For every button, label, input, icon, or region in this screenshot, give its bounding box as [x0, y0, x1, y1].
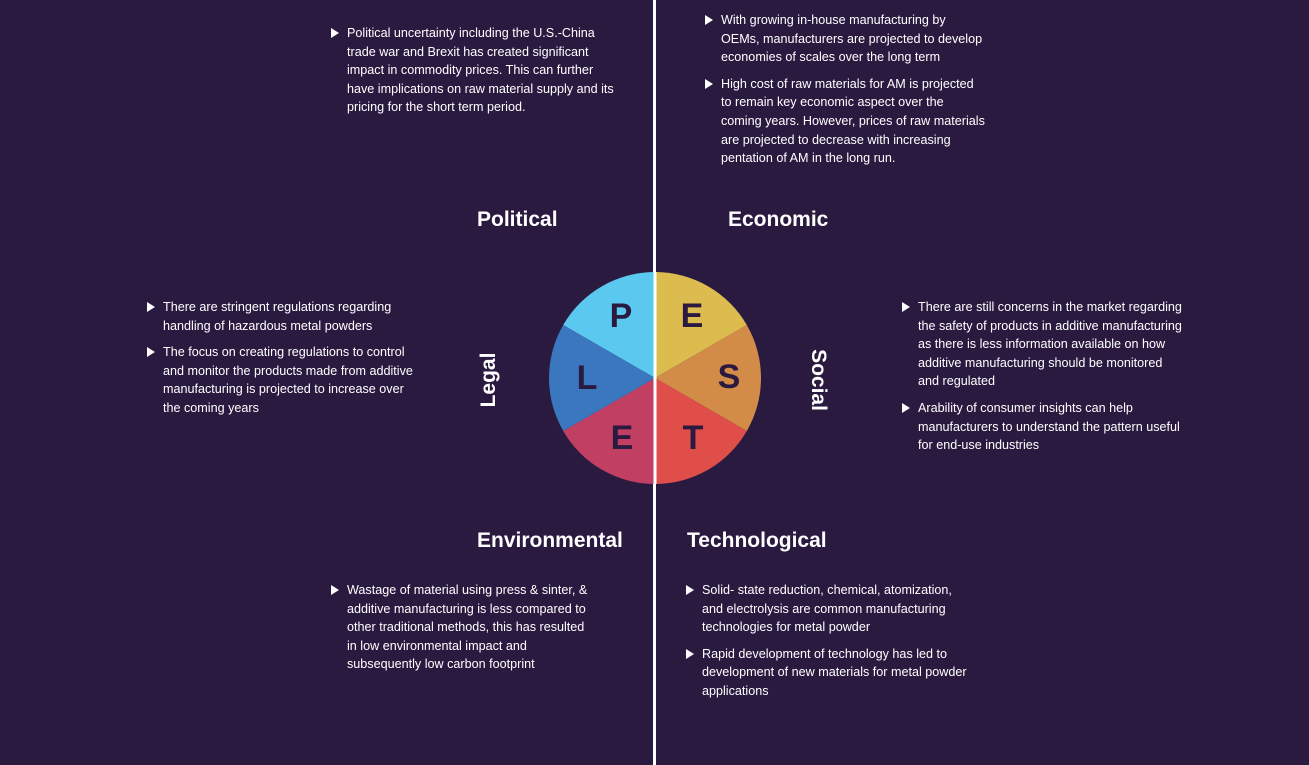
slice-environmental [563, 378, 655, 484]
environmental-bullets: Wastage of material using press & sinter… [331, 581, 593, 674]
legal-bullet-1: There are stringent regulations regardin… [147, 298, 417, 335]
political-heading: Political [477, 208, 558, 231]
pie-divider [653, 272, 657, 484]
environmental-section: Wastage of material using press & sinter… [331, 581, 593, 682]
environmental-heading: Environmental [477, 529, 623, 552]
social-bullet-1: There are still concerns in the market r… [902, 298, 1184, 391]
technological-bullet-1: Solid- state reduction, chemical, atomiz… [686, 581, 976, 637]
economic-bullet-1: With growing in-house manufacturing by O… [705, 11, 987, 67]
letter-p: P [610, 297, 633, 335]
social-heading: Social [807, 349, 830, 411]
slice-political [563, 272, 655, 378]
slice-economic [655, 272, 747, 378]
letter-l: L [577, 359, 598, 397]
slice-legal [549, 325, 655, 431]
political-bullets: Political uncertainty including the U.S.… [331, 24, 623, 117]
social-section: There are still concerns in the market r… [902, 298, 1184, 463]
legal-bullets: There are stringent regulations regardin… [147, 298, 417, 418]
letter-e-top: E [681, 297, 704, 335]
letter-s: S [718, 358, 741, 396]
economic-bullets: With growing in-house manufacturing by O… [705, 11, 987, 168]
technological-section: Solid- state reduction, chemical, atomiz… [686, 581, 976, 709]
slice-social [655, 325, 761, 431]
economic-bullet-2: High cost of raw materials for AM is pro… [705, 75, 987, 168]
legal-section: There are stringent regulations regardin… [147, 298, 417, 426]
political-section: Political uncertainty including the U.S.… [331, 24, 623, 125]
economic-section: With growing in-house manufacturing by O… [705, 11, 987, 176]
political-bullet-1: Political uncertainty including the U.S.… [331, 24, 623, 117]
social-bullets: There are still concerns in the market r… [902, 298, 1184, 455]
letter-e-bottom: E [611, 419, 634, 457]
legal-bullet-2: The focus on creating regulations to con… [147, 343, 417, 417]
legal-heading: Legal [477, 352, 500, 408]
technological-heading: Technological [687, 529, 827, 552]
environmental-bullet-1: Wastage of material using press & sinter… [331, 581, 593, 674]
slice-technological [655, 378, 747, 484]
pestle-pie: P E S T E L [549, 272, 761, 484]
economic-heading: Economic [728, 208, 829, 231]
technological-bullet-2: Rapid development of technology has led … [686, 645, 976, 701]
technological-bullets: Solid- state reduction, chemical, atomiz… [686, 581, 976, 701]
social-bullet-2: Arability of consumer insights can help … [902, 399, 1184, 455]
letter-t: T [683, 419, 704, 457]
